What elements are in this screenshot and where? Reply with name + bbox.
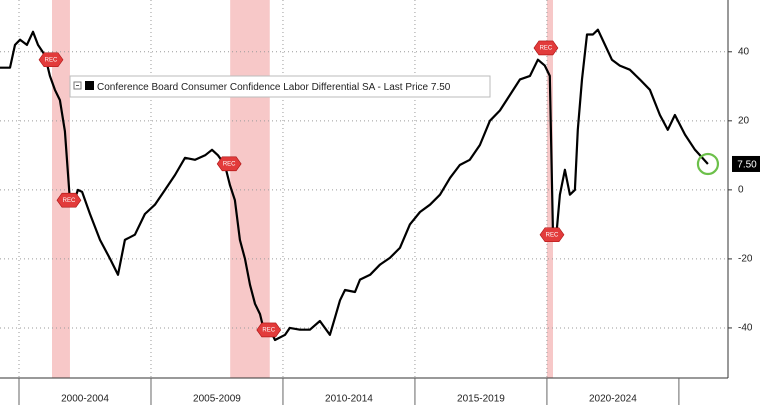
rec-flag-label: REC — [45, 57, 58, 63]
rec-flag-label: REC — [546, 232, 559, 238]
y-tick-label: 40 — [738, 46, 750, 57]
y-tick-label: 20 — [738, 115, 750, 126]
rec-flag — [216, 156, 242, 172]
last-value-label: 7.50 — [737, 160, 757, 171]
recession-band — [230, 0, 270, 378]
last-value-box — [732, 155, 760, 172]
rec-flag-label: REC — [540, 46, 553, 52]
x-period-label: 2020-2024 — [589, 394, 637, 405]
rec-flag — [56, 192, 82, 208]
line-series — [0, 28, 709, 342]
recession-band — [546, 0, 553, 378]
rec-flag — [533, 40, 559, 56]
legend-last-value: 7.50 — [431, 82, 451, 93]
legend: Conference Board Consumer Confidence Lab… — [69, 75, 491, 98]
y-tick-label: -20 — [738, 254, 753, 265]
rec-flag-label: REC — [223, 161, 236, 167]
y-tick-label: -40 — [738, 323, 753, 334]
legend-box — [69, 75, 491, 98]
legend-text: Conference Board Consumer Confidence Lab… — [97, 82, 451, 93]
x-period-label: 2000-2004 — [61, 394, 109, 405]
x-period-label: 2015-2019 — [457, 394, 505, 405]
rec-flag-label: REC — [63, 198, 76, 204]
y-tick-label: 0 — [738, 185, 744, 196]
last-point-ring — [696, 152, 720, 176]
legend-swatch — [85, 81, 94, 90]
x-period-label: 2010-2014 — [325, 394, 373, 405]
rec-flag — [539, 227, 565, 243]
legend-series-name: Conference Board Consumer Confidence Lab… — [97, 82, 376, 93]
x-period-label: 2005-2009 — [193, 394, 241, 405]
rec-flag-label: REC — [262, 328, 275, 334]
legend-caption: - Last Price — [378, 82, 429, 93]
rec-flag — [256, 322, 282, 338]
x-axis-band — [0, 378, 760, 405]
rec-flag — [38, 52, 64, 68]
